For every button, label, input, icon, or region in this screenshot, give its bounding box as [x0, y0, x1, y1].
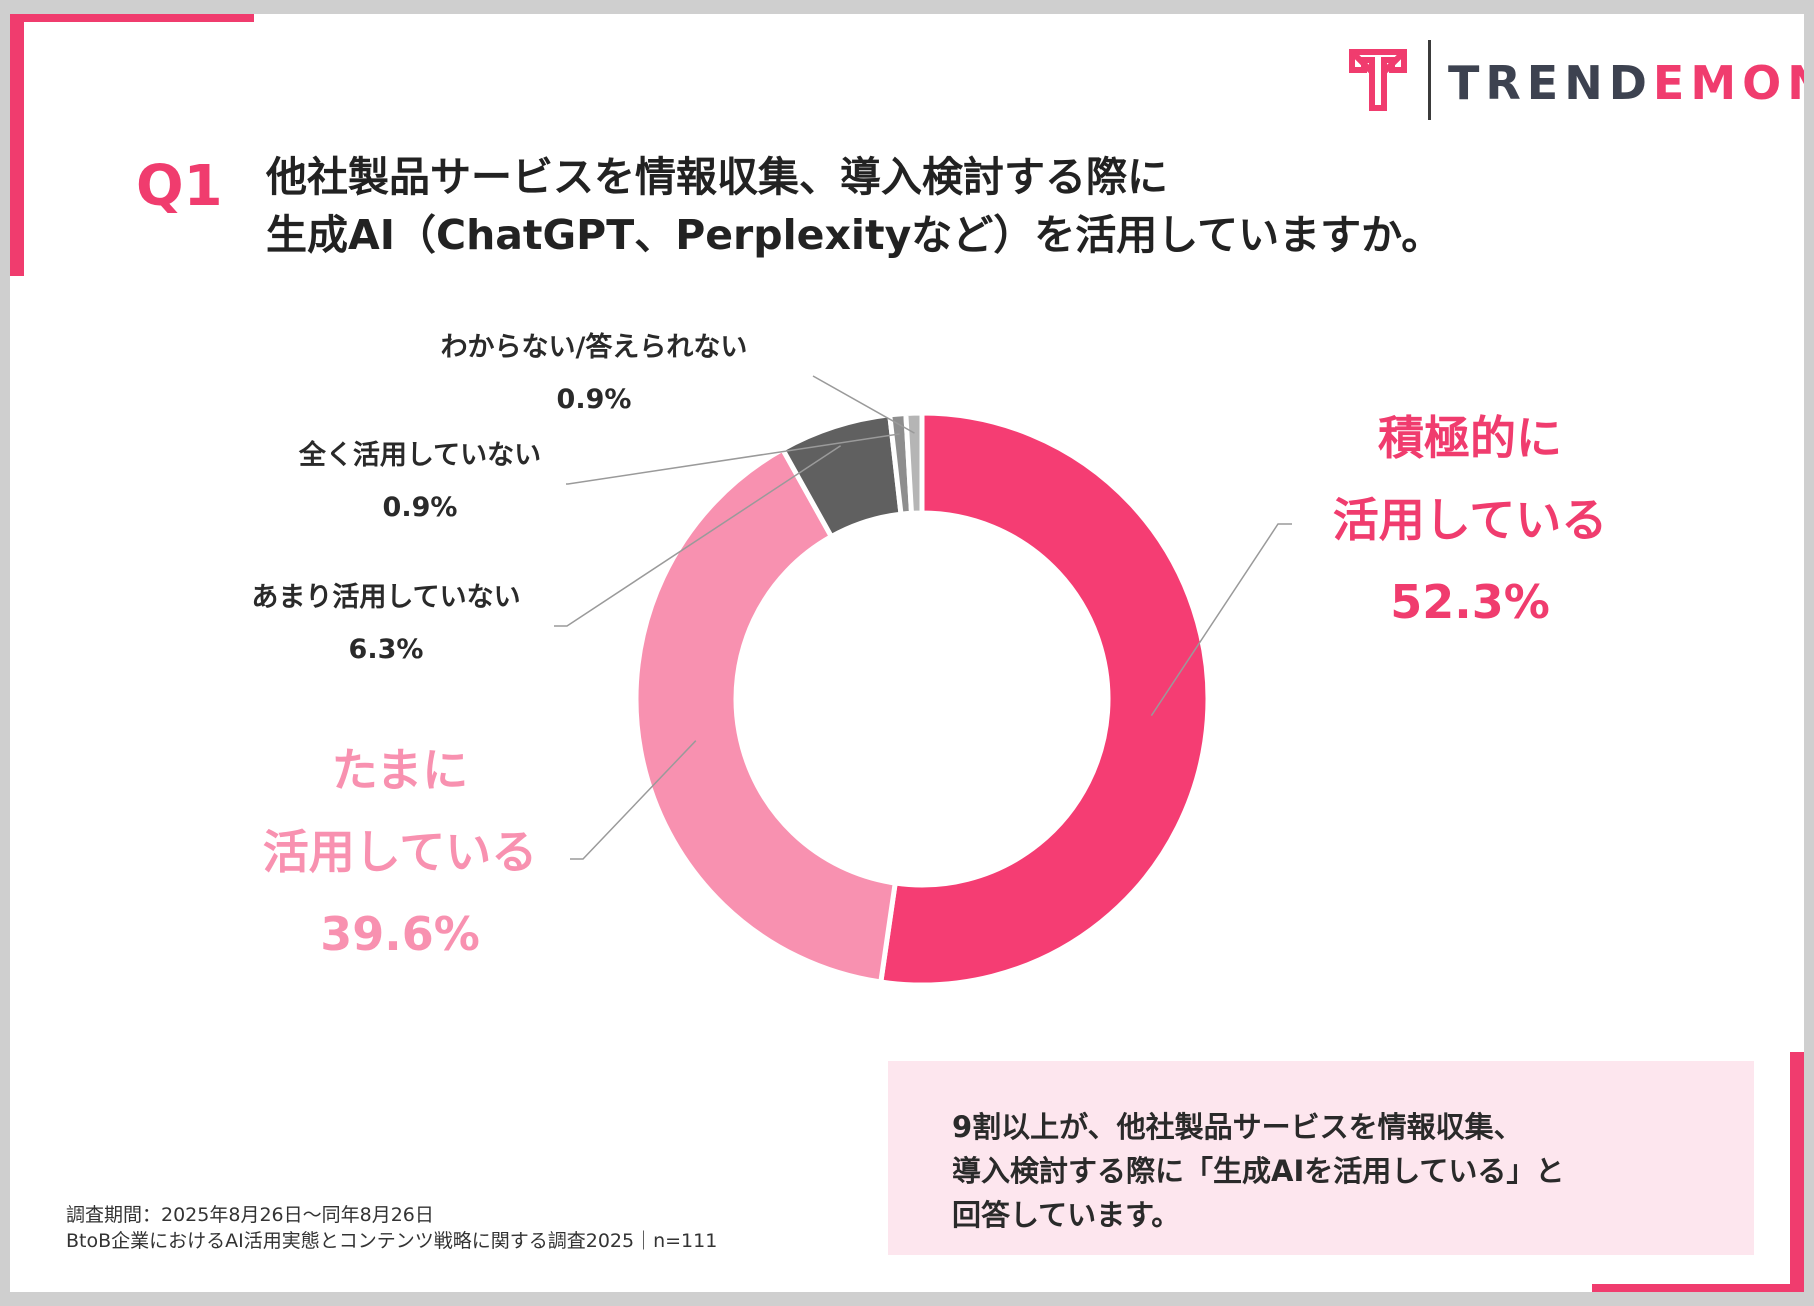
category-label-occasionally-using: たまに	[332, 743, 469, 797]
bottom-right-accent-bar	[1592, 1284, 1804, 1292]
footnote: 調査期間：2025年8月26日〜同年8月26日 BtoB企業におけるAI活用実態…	[66, 1202, 717, 1254]
leader-line-actively-using	[1150, 523, 1292, 717]
slice-dont-know	[903, 410, 925, 516]
leader-line-occasionally-using	[570, 740, 697, 860]
summary-line-3: 回答しています。	[952, 1198, 1181, 1232]
logo-divider	[1428, 40, 1431, 120]
question-number: Q1	[136, 154, 223, 219]
category-label-dont-know: わからない/答えられない	[441, 331, 748, 363]
logo-wordmark: TRENDEMON	[1448, 56, 1804, 110]
category-label-actively-using: 積極的に	[1378, 411, 1562, 465]
slice-actively-using	[877, 410, 1211, 988]
top-left-accent-bar	[10, 14, 254, 22]
donut-chart: 積極的に活用している52.3%たまに活用している39.6%あまり活用していない6…	[251, 331, 1608, 988]
value-label-actively-using: 52.3%	[1390, 575, 1550, 629]
left-accent-bar	[10, 14, 24, 276]
value-label-rarely-using: 6.3%	[349, 634, 424, 665]
category-label-occasionally-using: 活用している	[263, 825, 538, 879]
logo-text-dark: TREND	[1448, 56, 1653, 110]
leader-line-rarely-using	[554, 445, 842, 627]
summary-line-1: 9割以上が、他社製品サービスを情報収集、	[952, 1110, 1523, 1144]
value-label-not-using: 0.9%	[383, 492, 458, 523]
question-title-line-2: 生成AI（ChatGPT、Perplexityなど）を活用していますか。	[266, 211, 1443, 259]
logo-text-accent: EMON	[1652, 56, 1804, 110]
trendemon-logo-icon	[1349, 49, 1407, 111]
summary-box: 9割以上が、他社製品サービスを情報収集、 導入検討する際に「生成AIを活用してい…	[888, 1061, 1754, 1255]
value-label-dont-know: 0.9%	[557, 384, 632, 415]
slide: TRENDEMON Q1 他社製品サービスを情報収集、導入検討する際に 生成AI…	[10, 14, 1804, 1292]
leader-line-not-using	[566, 433, 900, 485]
category-label-actively-using: 活用している	[1333, 493, 1608, 547]
value-label-occasionally-using: 39.6%	[320, 907, 480, 961]
summary-line-2: 導入検討する際に「生成AIを活用している」と	[952, 1154, 1565, 1188]
survey-source: BtoB企業におけるAI活用実態とコンテンツ戦略に関する調査2025｜n=111	[66, 1230, 718, 1252]
category-label-rarely-using: あまり活用していない	[251, 582, 520, 613]
leader-line-dont-know	[812, 375, 915, 434]
right-accent-bar	[1790, 1052, 1804, 1292]
survey-period: 調査期間：2025年8月26日〜同年8月26日	[66, 1204, 434, 1226]
summary-text: 9割以上が、他社製品サービスを情報収集、 導入検討する際に「生成AIを活用してい…	[952, 1105, 1564, 1237]
category-label-not-using: 全く活用していない	[298, 439, 541, 471]
slice-occasionally-using	[633, 445, 899, 985]
question-title-line-1: 他社製品サービスを情報収集、導入検討する際に	[266, 153, 1168, 201]
question-title: 他社製品サービスを情報収集、導入検討する際に 生成AI（ChatGPT、Perp…	[266, 148, 1442, 264]
